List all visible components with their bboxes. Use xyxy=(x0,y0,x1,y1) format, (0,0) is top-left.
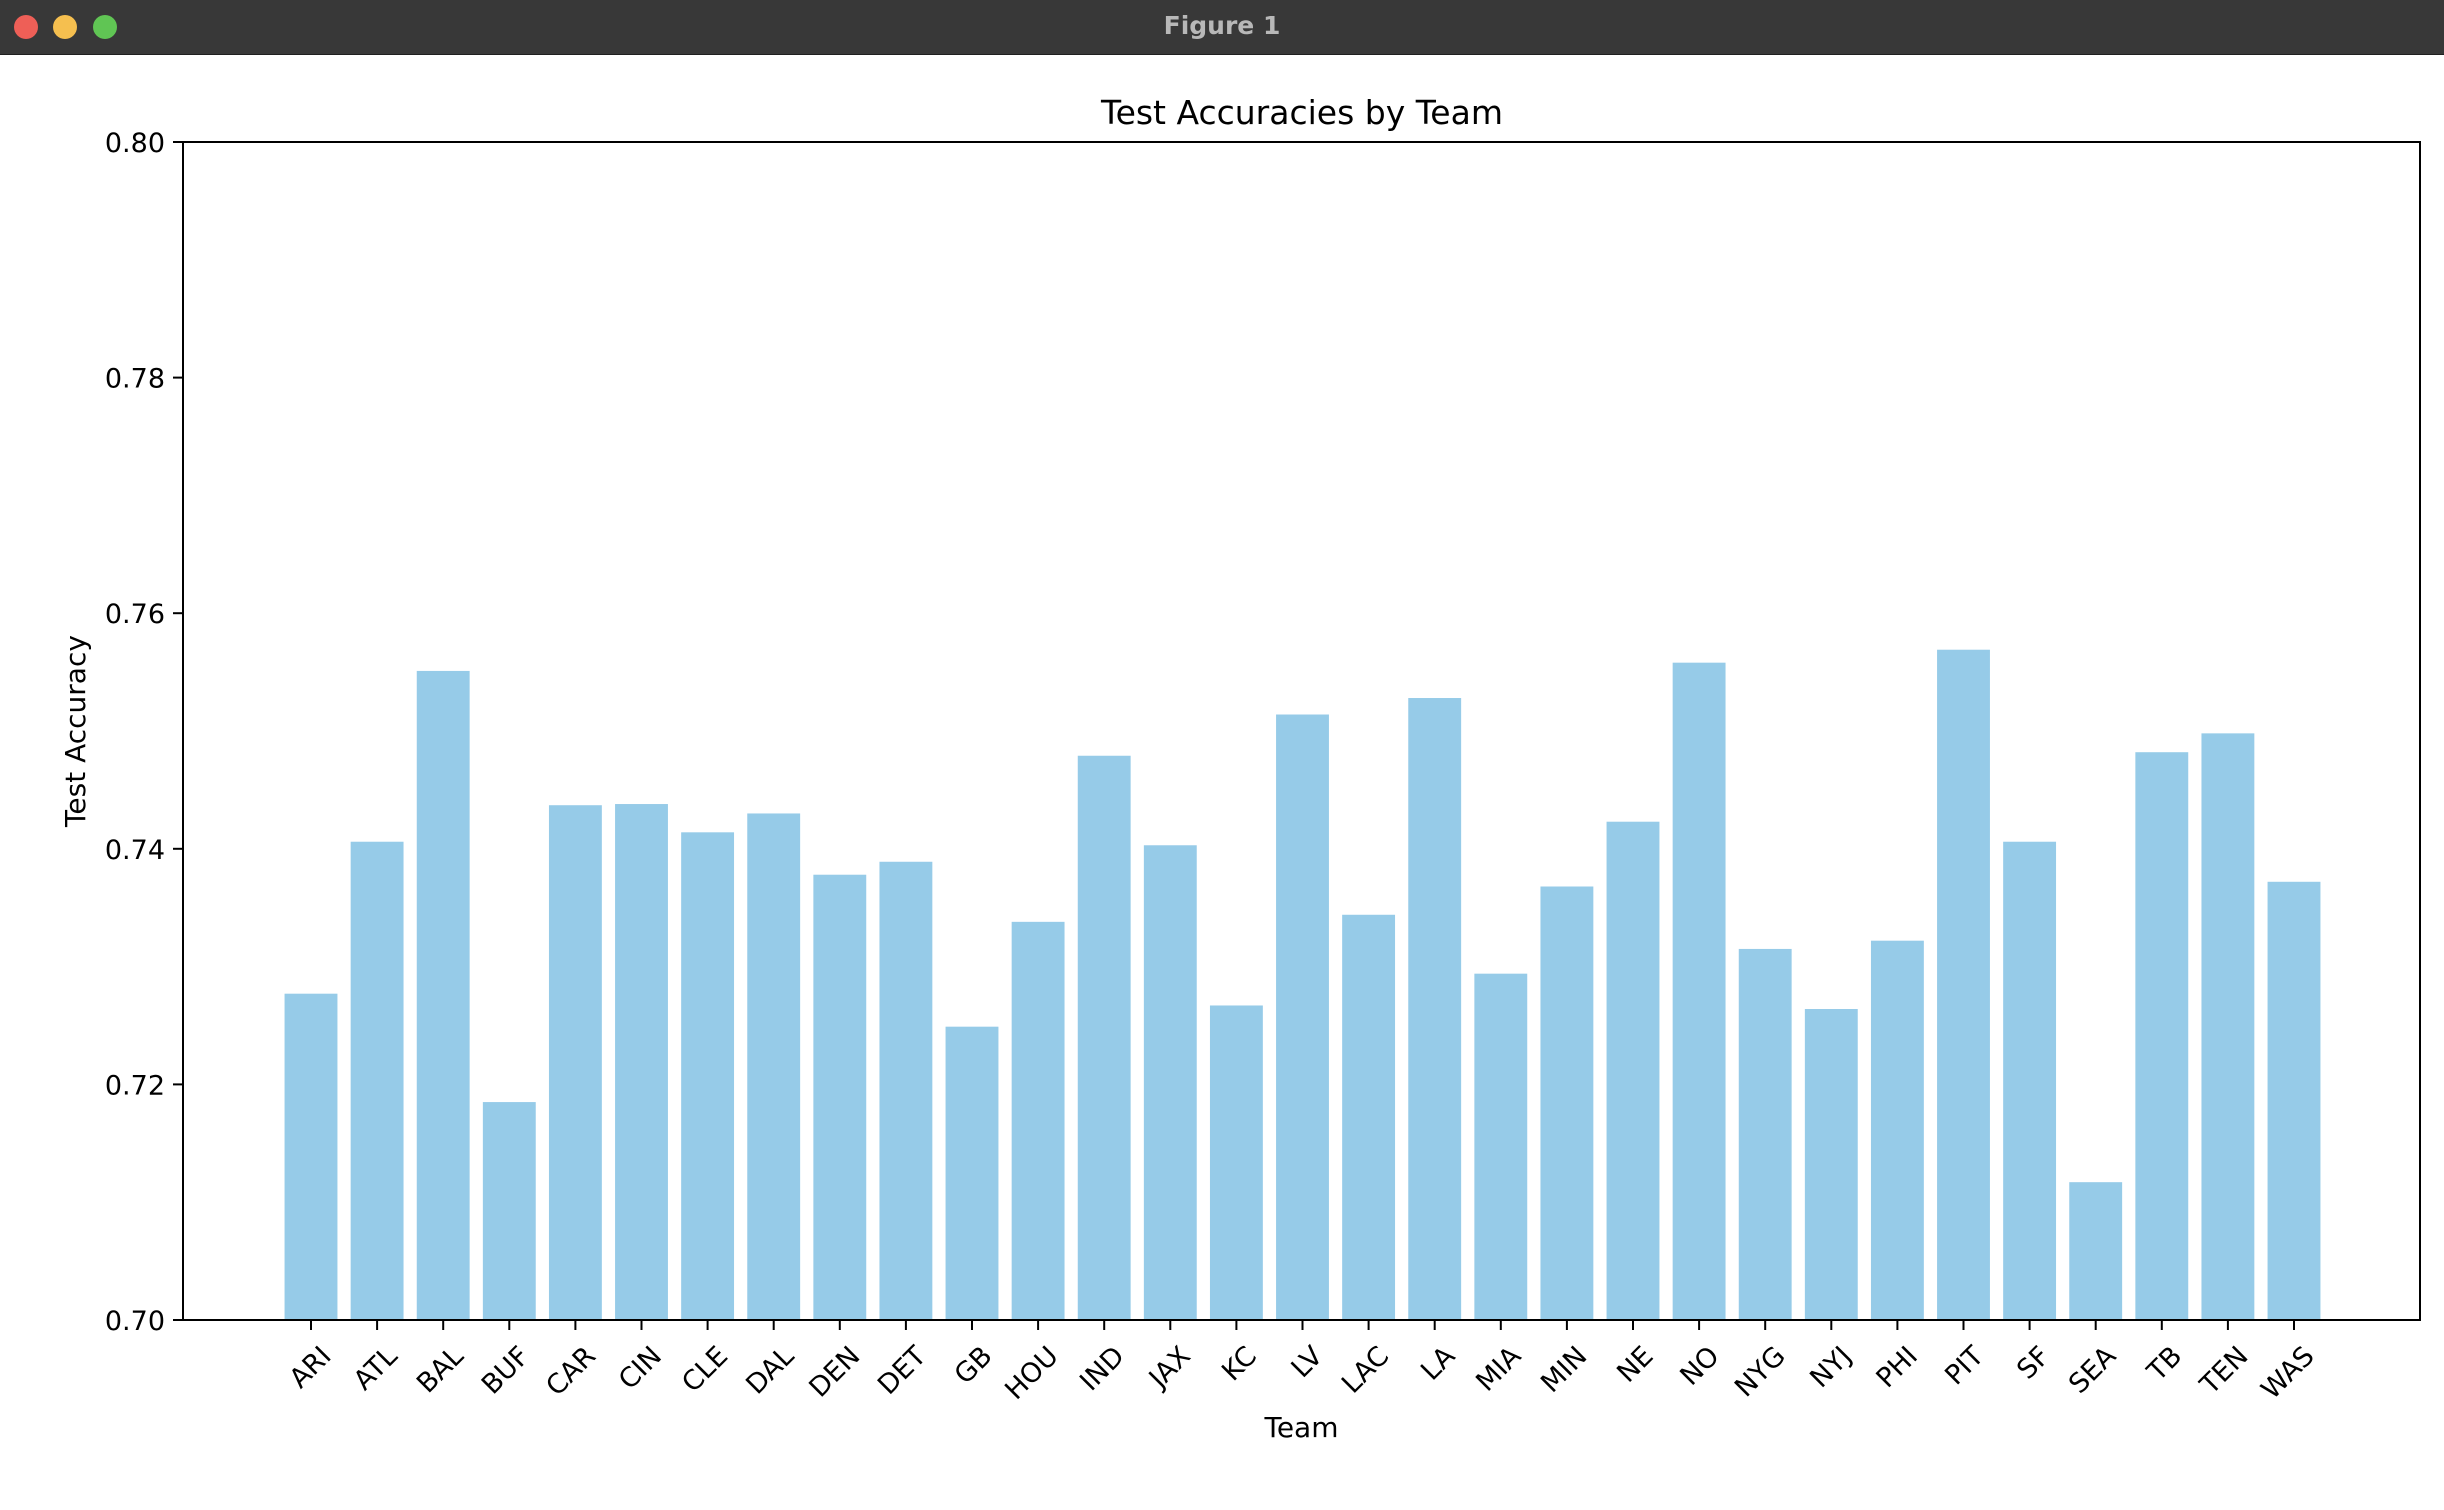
bar-bal xyxy=(416,670,470,1320)
bar-gb xyxy=(945,1026,999,1320)
x-tick-label: LA xyxy=(1415,1340,1461,1386)
x-tick-label: MIA xyxy=(1470,1340,1527,1397)
x-tick-label: DEN xyxy=(803,1341,866,1404)
x-tick-label: BUF xyxy=(476,1341,536,1401)
x-tick-label: CLE xyxy=(676,1341,734,1399)
y-tick-label: 0.72 xyxy=(105,1070,165,1101)
maximize-window-button[interactable] xyxy=(93,15,117,39)
y-tick-label: 0.74 xyxy=(105,835,165,866)
y-axis-label: Test Accuracy xyxy=(59,635,92,828)
bar-tb xyxy=(2135,752,2189,1320)
bar-lv xyxy=(1276,714,1329,1320)
bar-lac xyxy=(1342,914,1396,1320)
bar-car xyxy=(548,805,602,1320)
bar-phi xyxy=(1870,940,1924,1320)
y-axis: 0.70 0.72 0.74 0.76 0.78 0.80 xyxy=(105,128,183,1337)
bar-no xyxy=(1672,662,1726,1320)
x-tick-label: CIN xyxy=(613,1341,668,1396)
x-tick-label: HOU xyxy=(999,1341,1064,1406)
x-tick-label: CAR xyxy=(540,1341,602,1403)
bar-mia xyxy=(1474,973,1528,1320)
x-tick-label: TEN xyxy=(2194,1341,2255,1402)
x-tick-label: LAC xyxy=(1336,1341,1395,1400)
x-tick-label: NYJ xyxy=(1804,1341,1857,1394)
plot-frame xyxy=(182,141,2421,1321)
x-tick-label: ARI xyxy=(284,1341,338,1395)
y-tick-label: 0.78 xyxy=(105,364,165,395)
bar-sf xyxy=(2003,841,2057,1320)
figure-canvas: Test Accuracies by Team 0.70 0.72 0.74 0.76… xyxy=(0,55,2444,1506)
x-tick-label: DET xyxy=(872,1340,933,1401)
bar-nyg xyxy=(1738,948,1792,1320)
bar-hou xyxy=(1011,921,1065,1320)
x-axis-label: Team xyxy=(1263,1411,1338,1444)
bar-jax xyxy=(1143,845,1197,1320)
bar-ind xyxy=(1077,755,1131,1320)
x-tick-label: ATL xyxy=(348,1341,404,1397)
x-tick-label: WAS xyxy=(2256,1341,2321,1406)
bar-den xyxy=(813,874,867,1320)
bar-ten xyxy=(2201,733,2255,1320)
bar-kc xyxy=(1209,1005,1263,1320)
bar-dal xyxy=(747,813,801,1320)
x-tick-label: SEA xyxy=(2063,1340,2123,1400)
x-tick-label: KC xyxy=(1216,1341,1263,1388)
bar-cin xyxy=(615,804,668,1320)
bar-buf xyxy=(482,1102,536,1320)
bar-cle xyxy=(681,832,735,1320)
x-tick-label: IND xyxy=(1074,1341,1131,1398)
y-tick-label: 0.80 xyxy=(105,128,165,159)
x-tick-label: JAX xyxy=(1142,1341,1197,1396)
x-tick-label: PIT xyxy=(1939,1340,1990,1391)
x-tick-label: DAL xyxy=(740,1341,800,1401)
bar-atl xyxy=(350,841,404,1320)
bar-ari xyxy=(284,993,338,1320)
x-tick-label: PHI xyxy=(1870,1341,1923,1394)
window-title: Figure 1 xyxy=(1163,11,1281,40)
x-tick-label: SF xyxy=(2011,1341,2056,1386)
chart-title: Test Accuracies by Team xyxy=(1100,93,1503,132)
x-tick-label: NE xyxy=(1611,1341,1659,1389)
x-tick-label: NYG xyxy=(1729,1341,1792,1404)
y-tick-label: 0.76 xyxy=(105,599,165,630)
bar-pit xyxy=(1937,649,1990,1320)
bar-ne xyxy=(1606,821,1660,1320)
bars-group xyxy=(284,649,2321,1320)
x-tick-label: BAL xyxy=(411,1341,470,1400)
close-window-button[interactable] xyxy=(14,15,38,39)
title-bar: Figure 1 xyxy=(0,0,2444,55)
bar-was xyxy=(2267,881,2321,1320)
x-tick-label: NO xyxy=(1674,1341,1725,1392)
x-tick-label: MIN xyxy=(1535,1341,1593,1399)
x-axis: ARI ATL BAL BUF CAR CIN CLE DAL DEN DET GB HOU IND JA… xyxy=(284,1320,2321,1406)
bar-det xyxy=(879,861,933,1320)
x-tick-label: LV xyxy=(1286,1340,1330,1384)
x-tick-label: TB xyxy=(2141,1341,2188,1388)
bar-min xyxy=(1540,886,1594,1320)
y-tick-label: 0.70 xyxy=(105,1306,165,1337)
bar-la xyxy=(1408,698,1462,1320)
bar-nyj xyxy=(1804,1009,1858,1320)
x-tick-label: GB xyxy=(949,1341,999,1391)
bar-chart: Test Accuracies by Team 0.70 0.72 0.74 0.76… xyxy=(59,93,2421,1444)
minimize-window-button[interactable] xyxy=(53,15,77,39)
bar-sea xyxy=(2069,1182,2123,1320)
